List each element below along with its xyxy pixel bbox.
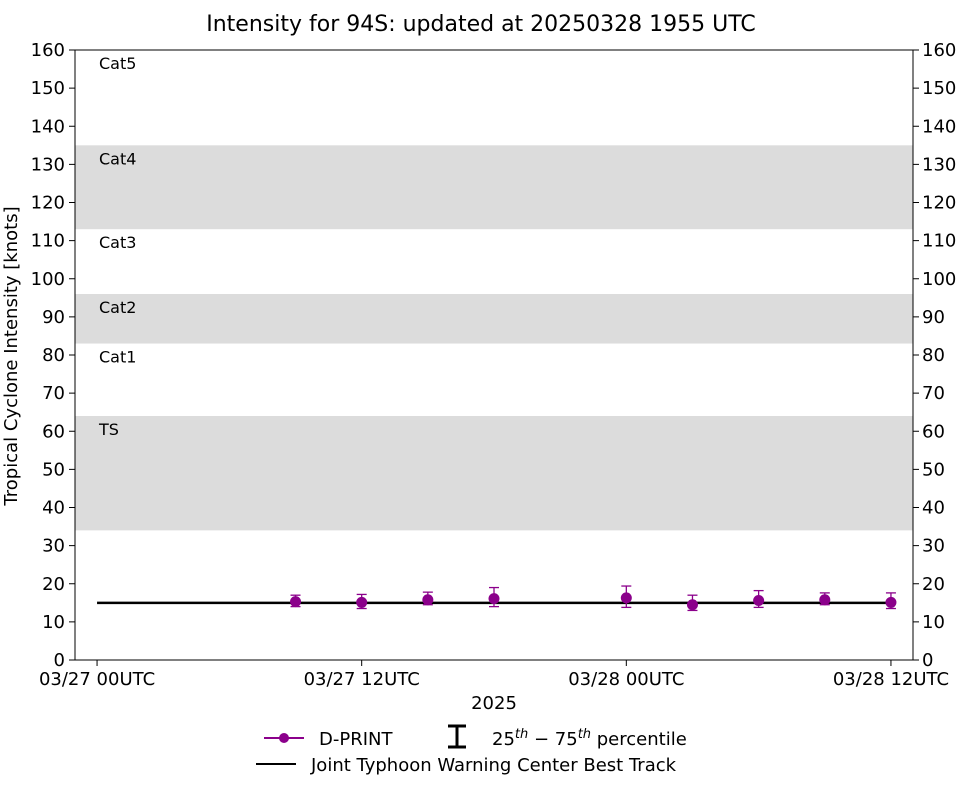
dprint-marker	[422, 594, 434, 606]
y-tick-label-right: 30	[922, 536, 945, 557]
dprint-marker	[290, 596, 302, 608]
y-tick-label: 150	[31, 78, 65, 99]
y-axis-label: Tropical Cyclone Intensity [knots]	[1, 206, 22, 506]
y-tick-label-right: 160	[922, 40, 956, 61]
y-tick-label-right: 60	[922, 421, 945, 442]
dprint-marker	[819, 594, 831, 606]
dprint-marker	[488, 593, 500, 605]
band-label-cat4: Cat4	[99, 149, 136, 168]
legend-best-track-label: Joint Typhoon Warning Center Best Track	[310, 755, 677, 776]
band-cat4	[75, 145, 913, 230]
x-tick-label: 03/28 00UTC	[568, 669, 684, 690]
x-axis: 03/27 00UTC 03/27 12UTC 03/28 00UTC 03/28 1…	[39, 660, 949, 690]
dprint-point	[819, 592, 831, 606]
y-axis-left: 0 10 20 30 40 50 60 70 80 90 100 110 120 130 140 150 160	[31, 40, 75, 671]
band-label-ts: TS	[98, 420, 119, 439]
y-tick-label-right: 90	[922, 307, 945, 328]
legend-dprint-label: D-PRINT	[319, 729, 393, 750]
y-tick-label-right: 10	[922, 612, 945, 633]
y-tick-label: 140	[31, 116, 65, 137]
y-tick-label: 60	[42, 421, 65, 442]
y-tick-label-right: 50	[922, 459, 945, 480]
y-tick-label-right: 0	[922, 650, 933, 671]
y-tick-label-right: 140	[922, 116, 956, 137]
dprint-point	[686, 594, 698, 612]
legend-item-percentile: 25th − 75th percentile	[448, 724, 687, 750]
dprint-marker	[885, 596, 897, 608]
x-tick-label: 03/27 12UTC	[304, 669, 420, 690]
dprint-point	[356, 593, 368, 610]
legend-percentile-label: 25th − 75th percentile	[492, 727, 687, 750]
y-tick-label: 40	[42, 498, 65, 519]
plot-frame	[74, 49, 914, 661]
y-tick-label: 130	[31, 154, 65, 175]
dprint-point	[753, 589, 765, 609]
band-cat2	[75, 294, 913, 344]
y-tick-label-right: 40	[922, 498, 945, 519]
y-tick-label-right: 20	[922, 574, 945, 595]
y-tick-label: 80	[42, 345, 65, 366]
y-tick-label: 30	[42, 536, 65, 557]
dprint-marker	[356, 596, 368, 608]
x-tick-label: 03/27 00UTC	[39, 669, 155, 690]
dprint-point	[488, 586, 500, 608]
y-tick-label-right: 80	[922, 345, 945, 366]
y-tick-label: 0	[54, 650, 65, 671]
x-tick-label: 03/28 12UTC	[833, 669, 949, 690]
band-label-cat2: Cat2	[99, 298, 136, 317]
dprint-marker	[686, 599, 698, 611]
dprint-series	[290, 585, 897, 612]
band-label-cat5: Cat5	[99, 54, 136, 73]
band-label-cat1: Cat1	[99, 348, 136, 367]
y-tick-label-right: 110	[922, 231, 956, 252]
dprint-point	[885, 592, 897, 610]
legend-item-best-track: Joint Typhoon Warning Center Best Track	[256, 755, 677, 776]
legend-item-dprint: D-PRINT	[264, 729, 393, 750]
y-tick-label-right: 130	[922, 154, 956, 175]
y-tick-label: 50	[42, 459, 65, 480]
y-tick-label: 20	[42, 574, 65, 595]
legend: D-PRINT 25th − 75th percentile Joint Typ…	[256, 724, 687, 776]
y-tick-label: 100	[31, 269, 65, 290]
dprint-marker	[620, 592, 632, 604]
band-label-cat3: Cat3	[99, 233, 136, 252]
y-tick-label-right: 120	[922, 193, 956, 214]
y-tick-label-right: 70	[922, 383, 945, 404]
x-axis-label: 2025	[471, 693, 517, 714]
errorbar-icon	[448, 724, 466, 749]
y-tick-label-right: 100	[922, 269, 956, 290]
category-band-labels: TS Cat1 Cat2 Cat3 Cat4 Cat5	[98, 54, 136, 439]
y-tick-label-right: 150	[922, 78, 956, 99]
dprint-point	[620, 585, 632, 609]
y-tick-label: 120	[31, 193, 65, 214]
category-bands	[75, 145, 913, 531]
dprint-point	[422, 591, 434, 606]
dprint-marker	[753, 595, 765, 607]
dprint-point	[290, 594, 302, 608]
chart-title: Intensity for 94S: updated at 20250328 1…	[206, 12, 756, 37]
legend-dprint-marker	[279, 733, 289, 743]
y-tick-label: 110	[31, 231, 65, 252]
y-tick-label: 10	[42, 612, 65, 633]
y-axis-right: 0 10 20 30 40 50 60 70 80 90 100 110 120 130 140 150 160	[913, 40, 956, 671]
y-tick-label: 90	[42, 307, 65, 328]
y-tick-label: 70	[42, 383, 65, 404]
band-ts	[75, 416, 913, 531]
y-tick-label: 160	[31, 40, 65, 61]
